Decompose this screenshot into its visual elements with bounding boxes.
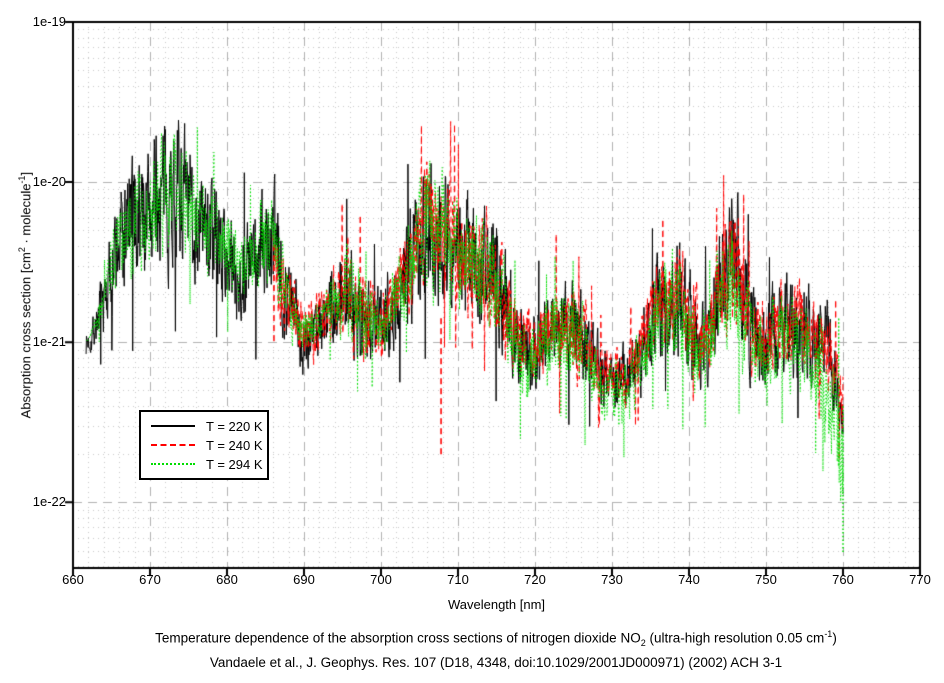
legend-line-sample-dashed xyxy=(151,444,195,446)
caption-sup: -1 xyxy=(824,629,833,639)
y-tick-label: 1e-21 xyxy=(32,334,66,349)
y-tick-label: 1e-22 xyxy=(32,494,66,509)
x-tick-label: 730 xyxy=(601,572,623,587)
caption-text: ) xyxy=(832,630,837,646)
x-tick-label: 700 xyxy=(370,572,392,587)
x-tick-label: 740 xyxy=(678,572,700,587)
caption-line-2: Vandaele et al., J. Geophys. Res. 107 (D… xyxy=(209,655,783,670)
x-axis-title: Wavelength [nm] xyxy=(447,597,546,612)
caption-sub: 2 xyxy=(640,638,646,649)
caption-text: Temperature dependence of the absorption… xyxy=(155,630,641,646)
caption-text: (ultra-high resolution 0.05 cm xyxy=(645,630,825,646)
legend-label: T = 240 K xyxy=(206,437,263,453)
legend-line-sample-dotted xyxy=(151,463,195,465)
x-tick-label: 670 xyxy=(139,572,161,587)
x-tick-label: 720 xyxy=(524,572,546,587)
legend-label: T = 220 K xyxy=(206,418,263,434)
x-tick-label: 660 xyxy=(62,572,84,587)
x-tick-label: 750 xyxy=(755,572,777,587)
legend-label: T = 294 K xyxy=(206,456,263,472)
y-axis-title: Absorption cross section [cm2 · molecule… xyxy=(17,15,33,575)
y-axis-title-text: · molecule xyxy=(18,183,34,248)
legend: T = 220 K T = 240 K T = 294 K xyxy=(139,410,269,480)
x-tick-label: 710 xyxy=(447,572,469,587)
x-tick-label: 770 xyxy=(909,572,931,587)
caption-line-1: Temperature dependence of the absorption… xyxy=(48,629,944,648)
legend-item-240k: T = 240 K xyxy=(151,438,267,453)
x-tick-label: 760 xyxy=(832,572,854,587)
y-tick-label: 1e-20 xyxy=(32,174,66,189)
legend-item-220k: T = 220 K xyxy=(151,419,267,434)
legend-item-294k: T = 294 K xyxy=(151,457,267,472)
y-tick-label: 1e-19 xyxy=(32,14,66,29)
y-axis-title-text: Absorption cross section [cm xyxy=(18,252,34,419)
x-tick-label: 690 xyxy=(293,572,315,587)
legend-line-sample-solid xyxy=(151,425,195,427)
y-axis-title-text: ] xyxy=(18,171,34,176)
x-tick-label: 680 xyxy=(216,572,238,587)
y-axis-title-sup: 2 xyxy=(16,247,27,253)
y-axis-title-sup: -1 xyxy=(16,175,27,184)
